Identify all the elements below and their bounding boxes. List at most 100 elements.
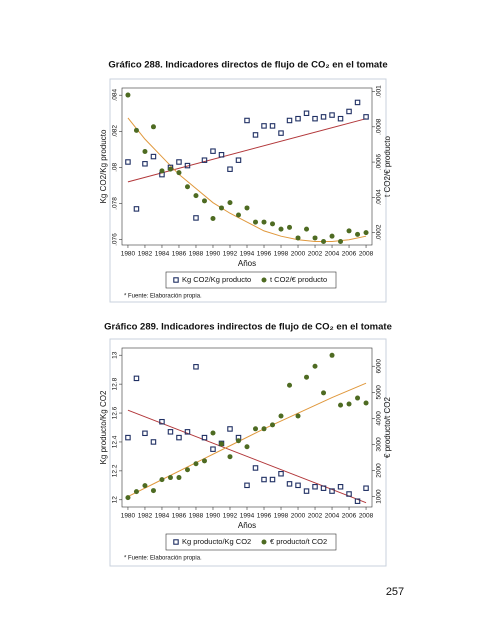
y-tick-label: 13 — [112, 351, 119, 359]
square-point — [244, 482, 250, 489]
y2-axis-label: t CO2/€ producto — [383, 135, 392, 196]
square-point — [244, 117, 250, 124]
square-point — [363, 114, 369, 120]
circle-point — [184, 467, 190, 473]
square-point — [193, 364, 199, 370]
circle-point — [193, 461, 199, 467]
circle-point — [167, 475, 173, 481]
chart-title: Gráfico 288. Indicadores directos de flu… — [108, 60, 387, 71]
x-tick-label: 1996 — [257, 251, 272, 258]
square-point — [150, 153, 157, 160]
x-tick-label: 1994 — [240, 513, 255, 520]
legend-marker — [173, 277, 179, 283]
square-point — [286, 481, 293, 487]
square-point — [142, 161, 148, 167]
y2-axis-label: € producto/t CO2 — [383, 396, 392, 457]
square-point — [218, 152, 225, 158]
legend-marker — [173, 539, 179, 545]
circle-point — [321, 390, 327, 396]
circle-point — [253, 426, 259, 432]
square-point — [167, 429, 174, 435]
circle-point — [278, 413, 284, 419]
circle-point — [176, 170, 182, 176]
circle-point — [278, 226, 284, 232]
circle-point — [210, 216, 216, 222]
circle-point — [346, 228, 352, 234]
y-tick-label: 12.8 — [112, 377, 119, 390]
x-tick-label: 1984 — [155, 251, 170, 258]
square-point — [286, 117, 293, 124]
circle-point — [253, 219, 259, 225]
square-point — [312, 115, 318, 122]
circle-point — [235, 212, 241, 218]
x-axis-label: Años — [238, 259, 256, 268]
square-point — [227, 166, 233, 172]
circle-point — [150, 488, 156, 494]
circle-point — [125, 92, 131, 98]
square-point — [210, 446, 216, 452]
square-point — [252, 132, 259, 138]
square-point — [133, 375, 140, 382]
x-tick-label: 1992 — [223, 513, 238, 520]
square-point — [261, 123, 267, 129]
y2-tick-label: .0008 — [376, 118, 383, 135]
trend-line — [127, 117, 367, 242]
circle-point — [355, 231, 361, 237]
page-number: 257 — [386, 586, 404, 598]
circle-point — [261, 426, 267, 432]
x-tick-label: 2000 — [291, 251, 306, 258]
y2-tick-label: 2000 — [376, 463, 383, 478]
x-tick-label: 2002 — [308, 251, 323, 258]
x-tick-label: 2006 — [342, 513, 357, 520]
x-tick-label: 1998 — [274, 251, 289, 258]
circle-point — [142, 483, 148, 489]
square-point — [227, 426, 233, 432]
square-point — [261, 476, 267, 483]
x-tick-label: 1984 — [155, 513, 170, 520]
circle-point — [304, 226, 310, 232]
circle-point — [312, 235, 318, 241]
x-tick-label: 1990 — [206, 251, 221, 258]
square-point — [235, 157, 242, 163]
trend-line — [127, 409, 367, 504]
circle-point — [329, 352, 335, 358]
square-point — [252, 465, 259, 471]
circle-point — [201, 198, 207, 204]
square-point — [354, 498, 361, 504]
y2-tick-label: 3000 — [376, 437, 383, 452]
y-tick-label: .08 — [112, 163, 119, 172]
square-point — [133, 206, 140, 212]
square-point — [320, 485, 327, 491]
circle-point — [125, 495, 131, 501]
x-tick-label: 2000 — [291, 513, 306, 520]
circle-point — [270, 422, 276, 428]
square-point — [159, 418, 165, 425]
legend-label: Kg CO2/Kg producto — [182, 275, 251, 284]
legend-marker — [261, 277, 267, 283]
square-point — [125, 159, 131, 165]
square-point — [269, 476, 276, 483]
circle-point — [159, 168, 165, 174]
square-point — [193, 215, 199, 221]
square-point — [329, 488, 335, 494]
y2-tick-label: 6000 — [376, 359, 383, 374]
y2-tick-label: 4000 — [376, 411, 383, 426]
y-tick-label: .084 — [112, 89, 119, 102]
circle-point — [159, 477, 165, 483]
square-point — [278, 130, 284, 136]
circle-point — [295, 235, 301, 241]
x-axis-label: Años — [238, 521, 256, 530]
circle-point — [346, 401, 352, 407]
square-point — [176, 434, 182, 441]
y2-tick-label: .0002 — [376, 224, 383, 241]
x-tick-label: 1982 — [138, 513, 153, 520]
circle-point — [227, 200, 233, 206]
square-point — [303, 488, 310, 494]
circle-point — [227, 454, 233, 460]
x-tick-label: 1998 — [274, 513, 289, 520]
circle-point — [201, 458, 207, 464]
x-tick-label: 1996 — [257, 513, 272, 520]
square-point — [346, 491, 352, 497]
square-point — [269, 123, 276, 129]
